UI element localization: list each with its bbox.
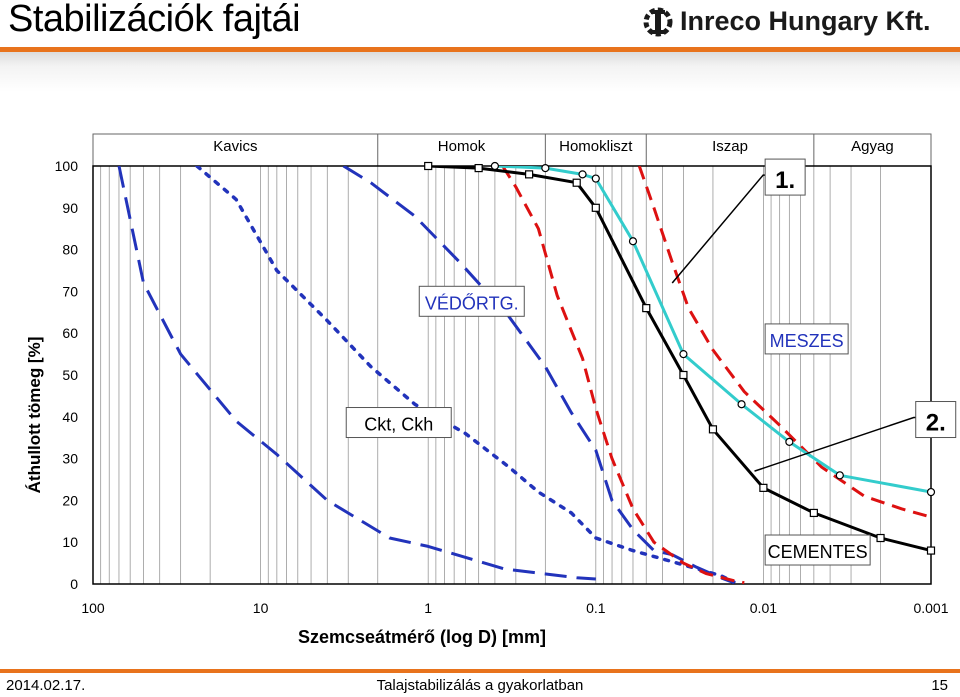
annotation-pointer xyxy=(671,174,766,284)
series-point xyxy=(809,508,818,518)
series-line-0 xyxy=(117,166,596,581)
annotation-box xyxy=(345,407,452,439)
series-point xyxy=(708,425,718,434)
y-tick-label: 10 xyxy=(62,534,78,550)
series-line-1 xyxy=(195,166,736,584)
y-tick-label: 100 xyxy=(55,158,79,174)
annotation-box xyxy=(764,323,849,355)
series-line-2 xyxy=(342,166,735,584)
company-logo: Inreco Hungary Kft. xyxy=(640,4,960,40)
annotation-label: Ckt, Ckh xyxy=(364,415,433,435)
series-point xyxy=(785,437,794,446)
annotation-pointer xyxy=(754,416,916,472)
annotation-box xyxy=(418,285,525,317)
zone-label: Kavics xyxy=(213,138,257,155)
series-point xyxy=(926,487,936,497)
series-point xyxy=(541,163,550,173)
series-point xyxy=(591,174,600,183)
annotation-box xyxy=(764,158,806,196)
y-tick-label: 60 xyxy=(62,325,78,341)
y-tick-label: 0 xyxy=(70,576,78,592)
series-line-3 xyxy=(501,166,745,584)
annotation-label: 1. xyxy=(775,167,795,194)
zone-label: Iszap xyxy=(712,138,748,155)
series-point xyxy=(628,237,638,246)
x-tick-label: 0.01 xyxy=(750,600,777,616)
x-axis-label: Szemcseátmérő (log D) [mm] xyxy=(298,627,546,647)
footer-inner xyxy=(0,673,960,697)
zone-label: Agyag xyxy=(851,138,894,155)
y-tick-label: 80 xyxy=(62,242,78,258)
annotation-label: VÉDŐRTG. xyxy=(425,292,519,313)
y-tick-label: 70 xyxy=(62,283,78,299)
x-tick-label: 100 xyxy=(81,600,105,616)
annotation-box xyxy=(764,534,871,566)
annotation-label: 2. xyxy=(926,410,946,437)
series-point xyxy=(876,533,885,543)
series-point xyxy=(591,203,600,212)
y-axis-label: Áthullott tömeg [%] xyxy=(25,337,44,494)
slide-title: Stabilizációk fajtái xyxy=(8,0,301,40)
y-tick-label: 20 xyxy=(62,492,78,508)
y-tick-label: 30 xyxy=(62,451,78,467)
y-tick-label: 50 xyxy=(62,367,78,383)
zone-label: Homok xyxy=(438,138,486,155)
series-point xyxy=(835,471,844,480)
series-line-6 xyxy=(494,166,931,494)
page-number: 15 xyxy=(931,677,948,694)
series-point xyxy=(679,370,688,380)
series-line-5 xyxy=(428,166,931,553)
plot-area xyxy=(93,134,931,584)
x-tick-label: 1 xyxy=(424,600,432,616)
annotation-label: CEMENTES xyxy=(768,542,868,562)
zone-label: Homokliszt xyxy=(559,138,633,155)
header-accent-line xyxy=(0,47,960,52)
series-point xyxy=(490,161,499,171)
gear-logo-icon xyxy=(643,7,673,37)
series-point xyxy=(679,350,688,359)
series-point xyxy=(926,546,936,555)
series-point xyxy=(642,304,651,313)
grain-size-chart: Kavics Homok Homokliszt Iszap Agyag 0 10 20 30 40… xyxy=(25,133,957,647)
series-point xyxy=(525,170,534,179)
series-point xyxy=(578,170,587,179)
annotation-box xyxy=(915,401,957,439)
x-tick-label: 0.1 xyxy=(586,600,606,616)
footer-date: 2014.02.17. xyxy=(6,677,86,694)
series-point xyxy=(737,400,746,409)
series-point xyxy=(572,178,581,187)
y-tick-label: 40 xyxy=(62,409,78,425)
series-point xyxy=(474,163,483,173)
footer-title: Talajstabilizálás a gyakorlatban xyxy=(376,677,584,694)
series-point xyxy=(424,161,433,171)
x-tick-label: 10 xyxy=(253,600,269,616)
x-tick-label: 0.001 xyxy=(913,600,948,616)
series-line-4 xyxy=(637,166,931,519)
series-point xyxy=(759,483,768,492)
y-tick-label: 90 xyxy=(62,200,78,216)
annotation-label: MESZES xyxy=(770,331,844,351)
logo-text: Inreco Hungary Kft. xyxy=(680,6,931,36)
